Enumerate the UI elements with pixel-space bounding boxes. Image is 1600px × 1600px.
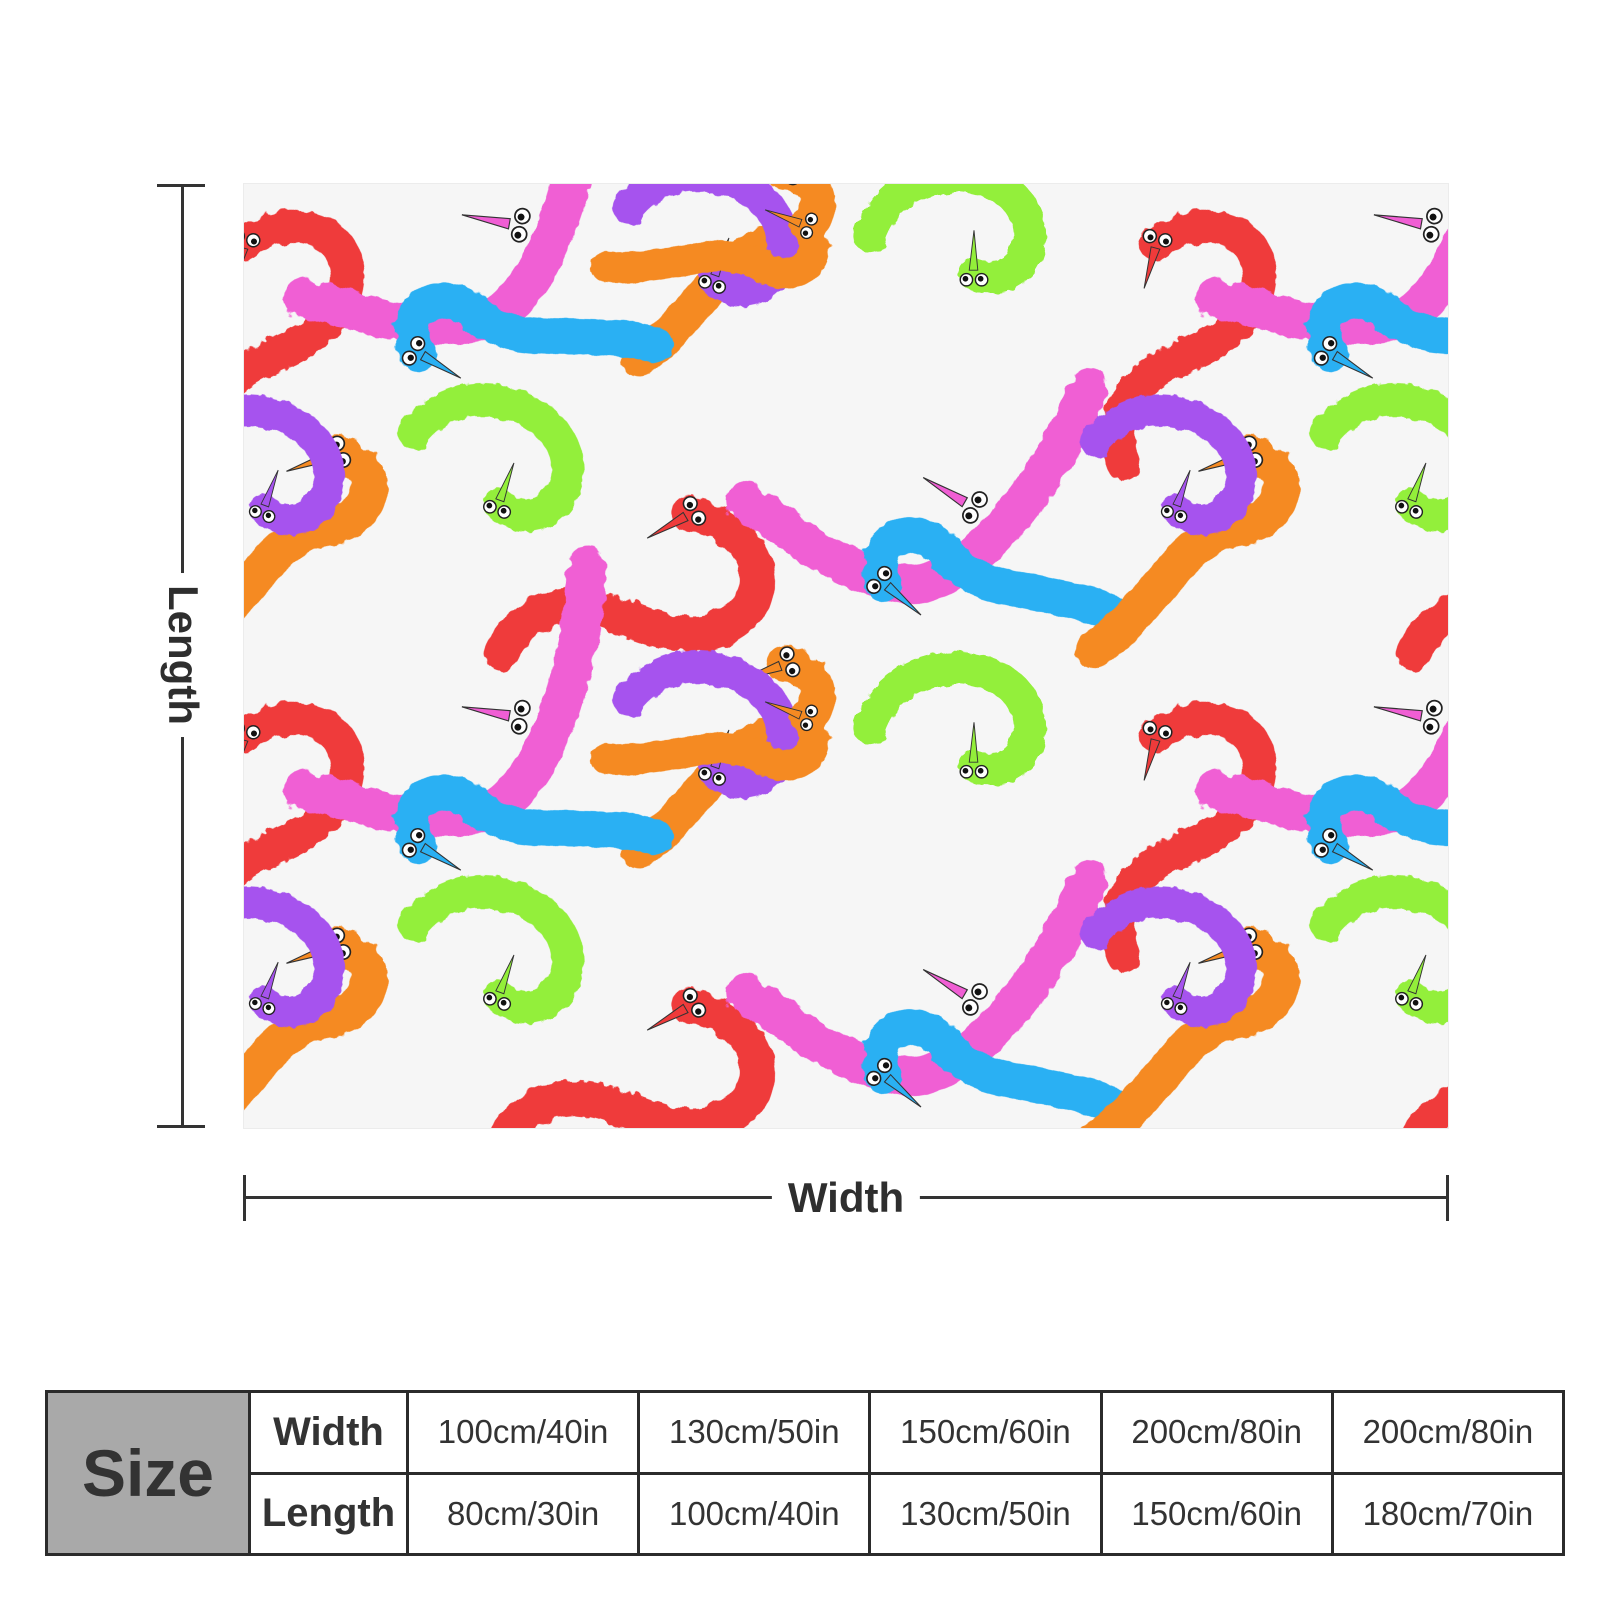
fuzzy-worm-icon bbox=[725, 368, 1109, 604]
fuzzy-worm-icon bbox=[591, 700, 830, 781]
fuzzy-worm-icon bbox=[1305, 774, 1448, 871]
fuzzy-worm-icon bbox=[1079, 394, 1257, 535]
width-cell: 200cm/80in bbox=[1330, 1390, 1566, 1475]
fuzzy-worm-icon bbox=[244, 394, 345, 535]
fuzzy-worm-icon bbox=[397, 383, 584, 532]
width-cell: 200cm/80in bbox=[1099, 1390, 1334, 1475]
fuzzy-worm-icon bbox=[862, 517, 1136, 634]
fuzzy-worm-icon bbox=[244, 209, 365, 480]
fuzzy-worm-icon bbox=[853, 651, 1046, 785]
fuzzy-worm-icon bbox=[1309, 383, 1448, 532]
length-row-heading: Length bbox=[248, 1471, 409, 1556]
width-label: Width bbox=[771, 1177, 921, 1219]
fuzzy-worm-icon bbox=[244, 886, 345, 1027]
fuzzy-worm-icon bbox=[853, 184, 1046, 293]
fuzzy-worm-icon bbox=[591, 208, 830, 289]
fuzzy-worm-icon bbox=[397, 875, 584, 1024]
fuzzy-worm-icon bbox=[1079, 886, 1257, 1027]
width-cell: 100cm/40in bbox=[405, 1390, 641, 1475]
length-label: Length bbox=[160, 573, 207, 737]
length-cell: 80cm/30in bbox=[405, 1471, 641, 1556]
width-row-heading: Width bbox=[248, 1390, 409, 1475]
width-cell: 150cm/60in bbox=[868, 1390, 1103, 1475]
size-table: Size Width 100cm/40in 130cm/50in 150cm/6… bbox=[45, 1390, 1566, 1556]
fuzzy-worm-icon bbox=[393, 282, 673, 379]
fuzzy-worm-icon bbox=[393, 774, 673, 871]
size-heading: Size bbox=[45, 1390, 251, 1556]
length-row: Length 80cm/30in 100cm/40in 130cm/50in 1… bbox=[47, 1471, 1566, 1556]
length-cell: 150cm/60in bbox=[1099, 1471, 1334, 1556]
fuzzy-worm-icon bbox=[1309, 875, 1448, 1024]
fuzzy-worm-icon bbox=[244, 701, 365, 972]
blanket-pattern-image bbox=[244, 184, 1448, 1128]
length-cell: 180cm/70in bbox=[1330, 1471, 1566, 1556]
fuzzy-worm-pattern-icon bbox=[244, 184, 1448, 1128]
width-cell: 130cm/50in bbox=[637, 1390, 872, 1475]
fuzzy-worm-icon bbox=[1305, 282, 1448, 379]
fuzzy-worm-icon bbox=[484, 985, 776, 1128]
fuzzy-worm-icon bbox=[484, 493, 776, 671]
length-cell: 130cm/50in bbox=[868, 1471, 1103, 1556]
width-row: Size Width 100cm/40in 130cm/50in 150cm/6… bbox=[45, 1390, 1566, 1556]
fuzzy-worm-icon bbox=[725, 860, 1109, 1096]
fuzzy-worm-icon bbox=[862, 1009, 1136, 1126]
length-cell: 100cm/40in bbox=[637, 1471, 872, 1556]
